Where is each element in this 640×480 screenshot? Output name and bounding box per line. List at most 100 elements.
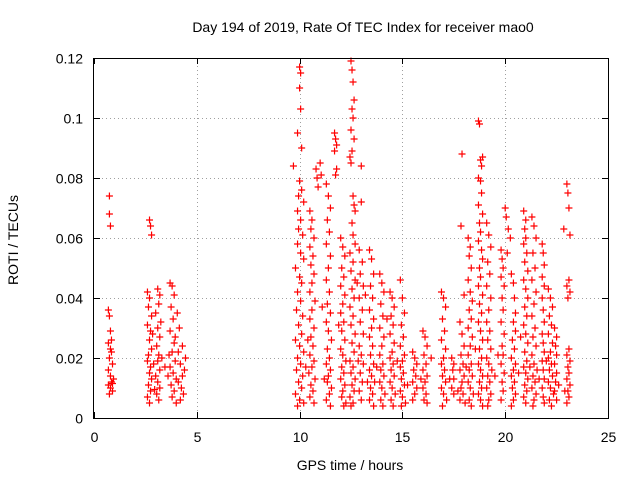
- data-point: [564, 363, 572, 371]
- data-point: [105, 210, 113, 218]
- data-point: [476, 378, 483, 386]
- data-point: [438, 402, 446, 410]
- data-point: [484, 258, 492, 266]
- data-point: [387, 312, 395, 320]
- data-point: [497, 273, 505, 281]
- data-point: [325, 228, 333, 236]
- data-point: [147, 387, 155, 395]
- data-point: [105, 192, 113, 200]
- data-point: [143, 357, 151, 365]
- data-point: [351, 375, 359, 383]
- data-point: [348, 339, 356, 347]
- data-point: [450, 390, 458, 398]
- data-point: [420, 351, 428, 359]
- data-point: [326, 252, 334, 260]
- data-point: [483, 318, 491, 326]
- data-point: [370, 360, 378, 368]
- data-point: [485, 231, 493, 239]
- data-point: [442, 303, 450, 311]
- data-point: [289, 162, 297, 170]
- data-point: [168, 282, 176, 290]
- data-point: [156, 291, 164, 299]
- data-point: [349, 114, 357, 122]
- data-point: [563, 282, 571, 290]
- data-point: [155, 396, 163, 404]
- data-point: [106, 345, 114, 353]
- data-point: [529, 333, 537, 341]
- data-point: [380, 288, 388, 296]
- data-point: [459, 390, 467, 398]
- data-point: [523, 387, 531, 395]
- data-point: [458, 150, 466, 158]
- data-point: [399, 333, 407, 341]
- data-point: [486, 378, 494, 386]
- data-point: [440, 354, 448, 362]
- data-point: [466, 288, 474, 296]
- data-point: [172, 399, 180, 407]
- data-point: [297, 105, 305, 113]
- data-point: [533, 366, 541, 374]
- data-point: [294, 354, 302, 362]
- data-point: [553, 369, 561, 377]
- data-point: [166, 327, 174, 335]
- data-point: [476, 300, 483, 308]
- data-point: [548, 339, 556, 347]
- data-point: [361, 291, 369, 299]
- data-point: [386, 378, 394, 386]
- data-point: [335, 321, 343, 329]
- data-point: [437, 360, 445, 368]
- data-point: [484, 336, 492, 344]
- data-point: [324, 327, 332, 335]
- data-point: [466, 384, 474, 392]
- data-point: [347, 267, 355, 275]
- data-point: [306, 243, 314, 251]
- data-point: [474, 390, 482, 398]
- data-point: [497, 246, 505, 254]
- data-point: [423, 342, 431, 350]
- y-tick-label: 0: [75, 411, 83, 427]
- data-point: [530, 222, 538, 230]
- data-point: [471, 345, 479, 353]
- data-point: [494, 351, 502, 359]
- data-point: [333, 165, 341, 173]
- data-point: [564, 189, 572, 197]
- data-point: [300, 198, 308, 206]
- y-tick-label: 0.06: [56, 231, 83, 247]
- data-point: [487, 294, 495, 302]
- data-point: [297, 249, 305, 257]
- data-point: [531, 324, 539, 332]
- data-point: [294, 129, 302, 137]
- data-point: [350, 201, 358, 209]
- data-point: [368, 324, 376, 332]
- data-point: [535, 375, 543, 383]
- data-point: [529, 402, 537, 410]
- data-point: [386, 330, 394, 338]
- data-point: [348, 66, 356, 74]
- data-point: [357, 198, 365, 206]
- data-point: [483, 219, 491, 227]
- data-point: [294, 207, 302, 215]
- data-point: [528, 384, 536, 392]
- data-point: [474, 318, 482, 326]
- data-point: [349, 312, 357, 320]
- data-point: [389, 321, 397, 329]
- data-point: [310, 270, 318, 278]
- data-point: [327, 384, 335, 392]
- data-point: [144, 303, 152, 311]
- data-point: [487, 345, 495, 353]
- data-point: [464, 234, 472, 242]
- data-point: [509, 366, 517, 374]
- data-point: [526, 363, 534, 371]
- y-axis-ticks: 0 0.02 0.04 0.06 0.08 0.1 0.12: [56, 51, 608, 427]
- data-point: [181, 354, 189, 362]
- data-point: [491, 372, 499, 380]
- data-point: [520, 321, 528, 329]
- data-point: [529, 372, 537, 380]
- data-point: [437, 336, 445, 344]
- data-point: [339, 243, 347, 251]
- data-point: [311, 375, 319, 383]
- data-point: [437, 288, 445, 296]
- data-point: [347, 126, 355, 134]
- data-point: [170, 339, 178, 347]
- data-point: [298, 384, 306, 392]
